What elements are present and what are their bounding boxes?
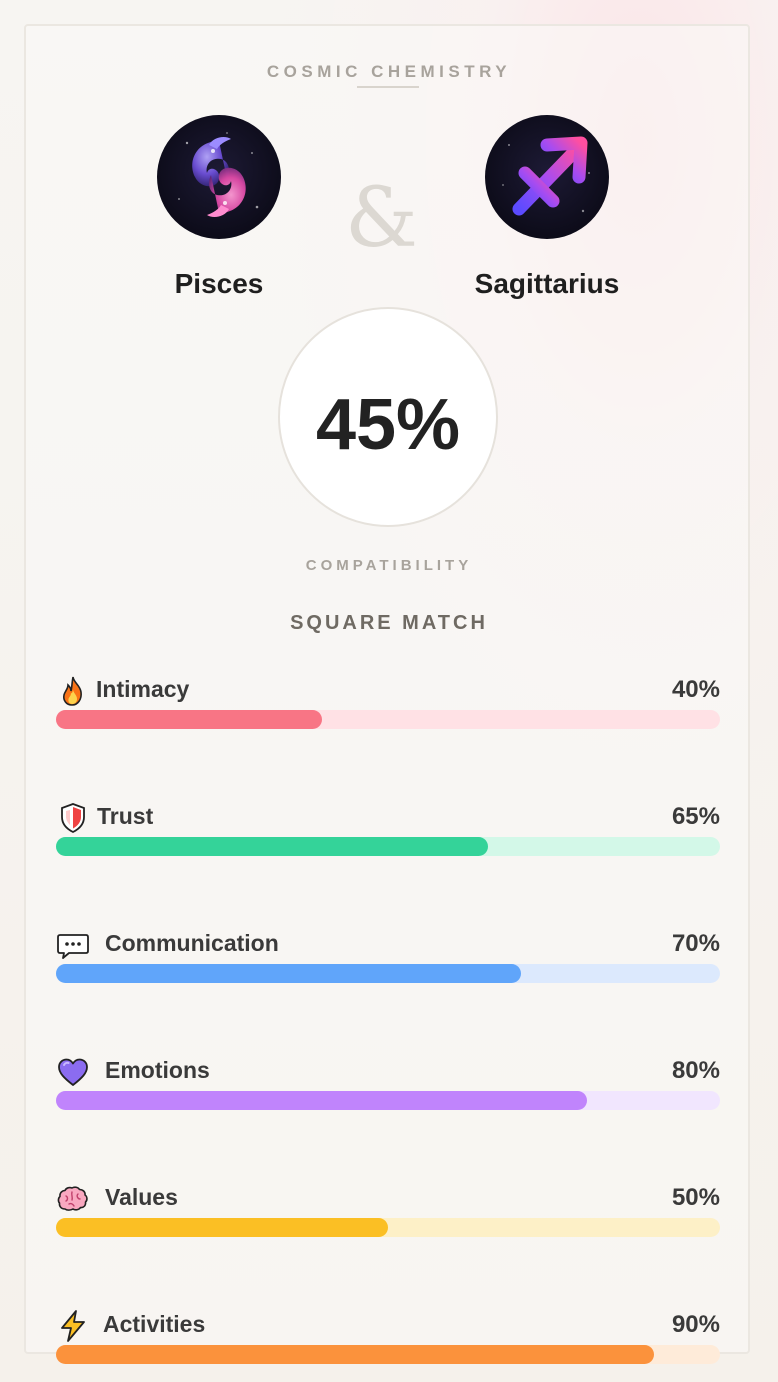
score-circle: 45%: [278, 307, 498, 527]
metric-row-values: Values 50%: [56, 1180, 720, 1250]
metric-row-trust: Trust 65%: [56, 799, 720, 869]
progress-track: [56, 1218, 720, 1237]
progress-track: [56, 1345, 720, 1364]
sign-name-left: Pisces: [174, 268, 264, 299]
sagittarius-avatar: [485, 115, 609, 239]
sagittarius-icon: [502, 136, 590, 216]
lightning-icon: [61, 1310, 85, 1342]
brain-icon: [57, 1186, 88, 1211]
progress-track: [56, 1091, 720, 1110]
pisces-avatar: [157, 115, 281, 239]
metric-label: Communication: [105, 930, 279, 956]
metric-value: 65%: [671, 803, 720, 830]
metric-row-communication: Communication 70%: [56, 926, 720, 996]
shield-icon: [61, 803, 85, 834]
metric-value: 50%: [671, 1184, 720, 1211]
compatibility-card: [24, 24, 750, 1354]
progress-fill: [56, 1345, 654, 1364]
metric-label: Intimacy: [96, 676, 190, 702]
metric-label: Values: [105, 1184, 178, 1210]
ampersand: &: [345, 171, 418, 266]
metric-row-intimacy: Intimacy 40%: [56, 672, 720, 742]
metric-label: Trust: [97, 803, 154, 829]
metric-row-emotions: Emotions 80%: [56, 1053, 720, 1123]
progress-fill: [56, 837, 488, 856]
section-title: SQUARE MATCH: [290, 612, 488, 634]
progress-fill: [56, 710, 322, 729]
score-label: COMPATIBILITY: [305, 557, 473, 574]
kicker-underline: [357, 86, 419, 88]
metric-label: Activities: [103, 1311, 206, 1337]
progress-track: [56, 837, 720, 856]
progress-track: [56, 710, 720, 729]
metric-label: Emotions: [105, 1057, 210, 1083]
speech-bubble-icon: [57, 934, 89, 959]
metric-value: 70%: [671, 930, 720, 957]
heart-icon: [58, 1058, 88, 1086]
metric-row-activities: Activities 90%: [56, 1307, 720, 1377]
pisces-icon: [178, 132, 259, 217]
sign-name-right: Sagittarius: [474, 268, 620, 299]
fire-icon: [63, 676, 82, 706]
score-value: 45%: [315, 385, 461, 465]
kicker-title: COSMIC CHEMISTRY: [266, 62, 512, 81]
progress-fill: [56, 1218, 388, 1237]
progress-track: [56, 964, 720, 983]
progress-fill: [56, 1091, 588, 1110]
metric-value: 40%: [671, 676, 720, 703]
progress-fill: [56, 964, 521, 983]
metric-value: 80%: [671, 1057, 720, 1084]
metric-value: 90%: [671, 1311, 720, 1338]
